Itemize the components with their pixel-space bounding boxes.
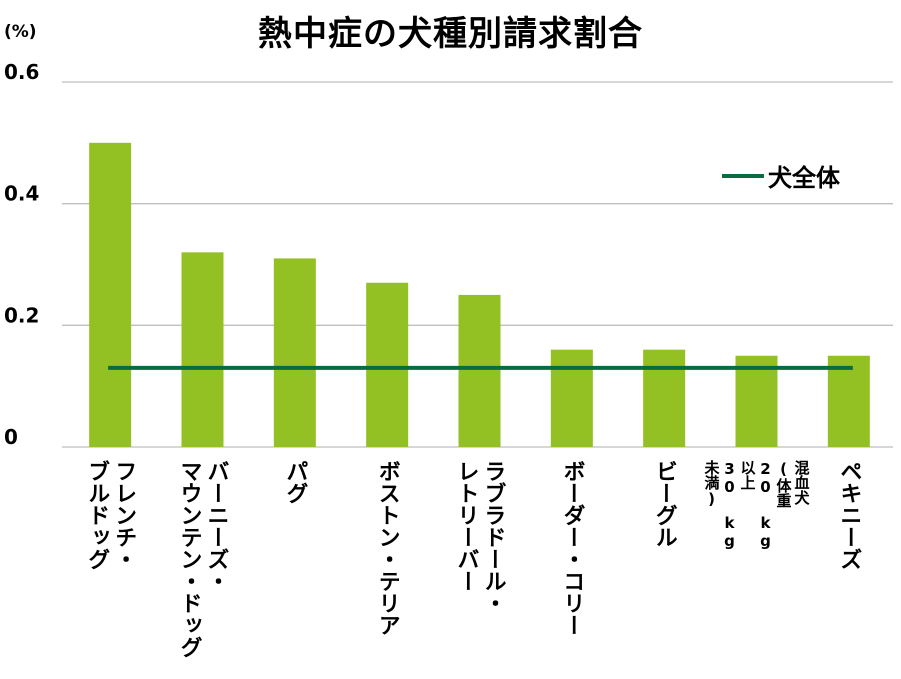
- x-tick-label: フレンチ・ ブルドッグ: [84, 460, 137, 570]
- x-tick-label: 混血犬 (体重 20 kg 以上 30 kg 未満): [702, 460, 811, 550]
- x-tick-label: ボストン・テリア: [374, 460, 400, 636]
- legend: 犬全体: [722, 158, 840, 193]
- bar: [735, 355, 778, 447]
- y-tick-label: 0.4: [4, 182, 39, 206]
- bar: [273, 258, 316, 447]
- legend-line-swatch: [722, 173, 764, 178]
- bar: [550, 349, 593, 447]
- x-tick-label: ペキニーズ: [836, 460, 862, 570]
- y-tick-label: 0: [4, 425, 18, 449]
- y-axis-unit-label: (%): [4, 22, 37, 42]
- x-tick-label: バーニーズ・ マウンテン・ドッグ: [176, 460, 229, 658]
- legend-label: 犬全体: [768, 164, 840, 192]
- chart-title: 熱中症の犬種別請求割合: [258, 14, 643, 54]
- x-tick-label: ボーダー・コリー: [559, 460, 585, 636]
- y-tick-label: 0.2: [4, 303, 39, 327]
- x-tick-label: ビーグル: [651, 460, 677, 548]
- x-tick-label: パグ: [282, 460, 308, 504]
- bar: [89, 142, 132, 448]
- x-tick-label: ラブラドール・ レトリーバー: [453, 460, 506, 614]
- bar: [366, 282, 409, 447]
- bar: [458, 294, 501, 447]
- bar: [181, 252, 224, 447]
- y-tick-label: 0.6: [4, 60, 39, 84]
- bar: [643, 349, 686, 447]
- bar: [827, 355, 870, 447]
